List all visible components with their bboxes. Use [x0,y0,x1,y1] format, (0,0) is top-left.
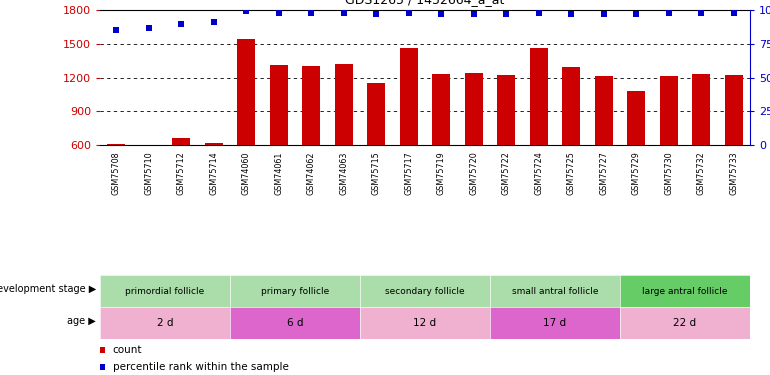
Text: small antral follicle: small antral follicle [512,286,598,296]
Text: 17 d: 17 d [544,318,567,328]
Text: GSM75730: GSM75730 [665,152,673,195]
Bar [530,48,547,145]
Bar [725,75,743,145]
Title: GDS1265 / 1452664_a_at: GDS1265 / 1452664_a_at [345,0,504,6]
Text: 12 d: 12 d [413,318,437,328]
Bar [628,91,645,145]
Text: GSM75729: GSM75729 [631,152,641,195]
Bar [335,64,353,145]
Bar [400,48,417,145]
Text: GSM75715: GSM75715 [372,152,380,195]
Text: development stage ▶: development stage ▶ [0,284,96,294]
Text: GSM75712: GSM75712 [177,152,186,195]
Text: GSM74063: GSM74063 [340,152,348,195]
Bar [107,144,126,145]
Text: percentile rank within the sample: percentile rank within the sample [112,362,289,372]
Text: primordial follicle: primordial follicle [126,286,205,296]
Text: GSM75733: GSM75733 [729,152,738,195]
Text: GSM75725: GSM75725 [567,152,576,195]
Bar [594,76,613,145]
Bar [237,39,255,145]
Text: 22 d: 22 d [674,318,697,328]
Text: secondary follicle: secondary follicle [385,286,465,296]
Text: GSM74062: GSM74062 [306,152,316,195]
Text: GSM75710: GSM75710 [144,152,153,195]
Text: GSM75717: GSM75717 [404,152,413,195]
Text: GSM75722: GSM75722 [502,152,511,195]
Bar [270,65,288,145]
Text: age ▶: age ▶ [68,316,96,326]
Bar [692,74,710,145]
Text: GSM75714: GSM75714 [209,152,218,195]
Bar [660,76,678,145]
Bar [172,138,190,145]
Text: GSM75719: GSM75719 [437,152,446,195]
Bar [465,73,483,145]
Text: primary follicle: primary follicle [261,286,329,296]
Text: count: count [112,345,142,355]
Text: GSM75732: GSM75732 [697,152,706,195]
Text: large antral follicle: large antral follicle [642,286,728,296]
Text: 6 d: 6 d [286,318,303,328]
Text: GSM74061: GSM74061 [274,152,283,195]
Bar [562,68,580,145]
Text: GSM74060: GSM74060 [242,152,251,195]
Bar [432,74,450,145]
Bar [497,75,515,145]
Text: GSM75724: GSM75724 [534,152,544,195]
Text: GSM75708: GSM75708 [112,152,121,195]
Bar [367,82,385,145]
Bar [303,66,320,145]
Text: GSM75727: GSM75727 [599,152,608,195]
Text: 2 d: 2 d [157,318,173,328]
Bar [205,143,223,145]
Text: GSM75720: GSM75720 [469,152,478,195]
